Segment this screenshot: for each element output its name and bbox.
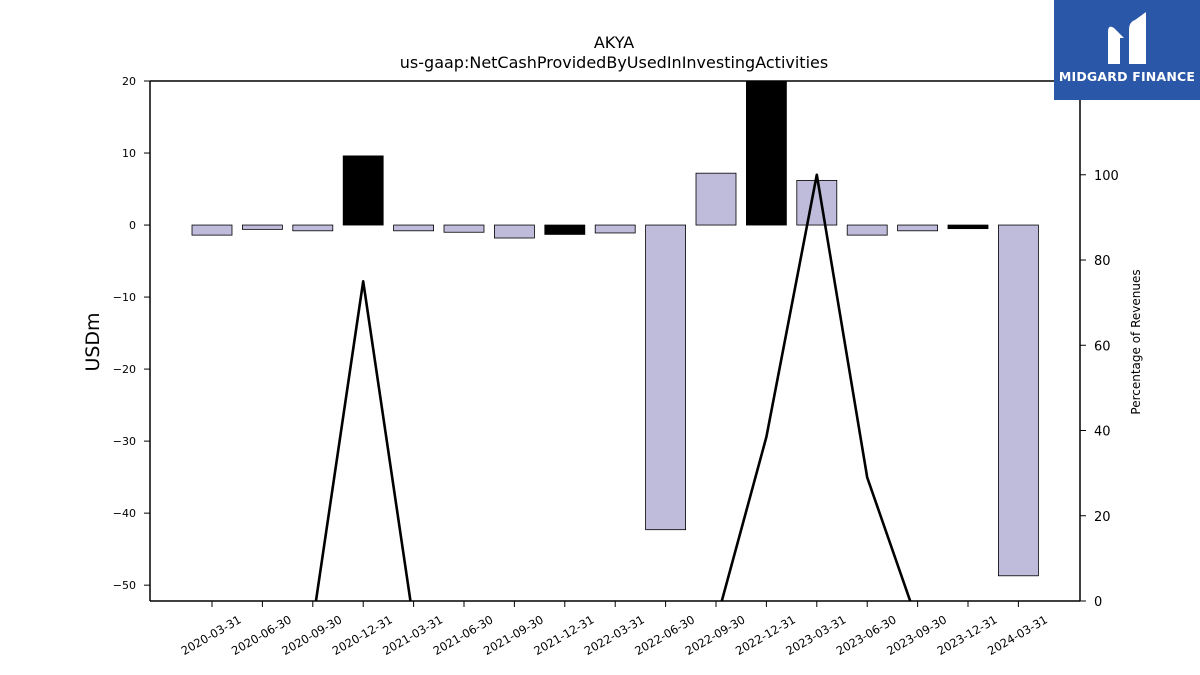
y2-tick-label: 60: [1094, 339, 1111, 354]
pct-of-revenues-line: [720, 173, 912, 601]
chart-subtitle: us-gaap:NetCashProvidedByUsedInInvesting…: [400, 53, 828, 72]
y-axis-label: USDm: [82, 312, 104, 371]
bar: [594, 224, 636, 234]
bar: [544, 224, 586, 235]
bar: [897, 224, 938, 232]
bar: [998, 224, 1039, 577]
y-tick-label: −50: [113, 579, 136, 592]
bar: [746, 81, 787, 226]
y-tick-label: 0: [129, 219, 136, 232]
pct-of-revenues-line: [314, 280, 412, 601]
bar: [796, 179, 838, 226]
bar: [191, 224, 233, 236]
bar: [241, 224, 283, 230]
y-tick-label: 10: [122, 147, 136, 160]
y-tick-label: −10: [113, 291, 136, 304]
chart-title: AKYA: [594, 33, 634, 52]
y2-tick-label: 20: [1094, 510, 1111, 525]
brand-logo: MIDGARD FINANCE: [1054, 0, 1200, 100]
bar: [292, 224, 334, 232]
y-tick-label: −20: [113, 363, 136, 376]
axes-layer: 20100−10−20−30−40−500204060801002020-03-…: [113, 75, 1119, 658]
y2-tick-label: 40: [1094, 425, 1111, 440]
bar: [947, 224, 989, 230]
y-tick-label: −30: [113, 435, 136, 448]
bar: [443, 224, 485, 233]
line-layer: [314, 173, 912, 601]
bar: [493, 224, 535, 239]
y2-axis-label: Percentage of Revenues: [1129, 269, 1143, 414]
brand-name: MIDGARD FINANCE: [1058, 69, 1196, 84]
midgard-logo-icon: [1108, 12, 1146, 65]
y-tick-label: 20: [122, 75, 136, 88]
bar: [645, 224, 686, 531]
bar: [695, 172, 737, 226]
bar: [846, 224, 888, 236]
y2-tick-label: 100: [1094, 169, 1119, 184]
y2-tick-label: 80: [1094, 254, 1111, 269]
bar: [393, 224, 435, 232]
y2-tick-label: 0: [1094, 595, 1102, 610]
y-tick-label: −40: [113, 507, 136, 520]
bar: [342, 155, 384, 226]
bars-layer: [191, 81, 1039, 577]
